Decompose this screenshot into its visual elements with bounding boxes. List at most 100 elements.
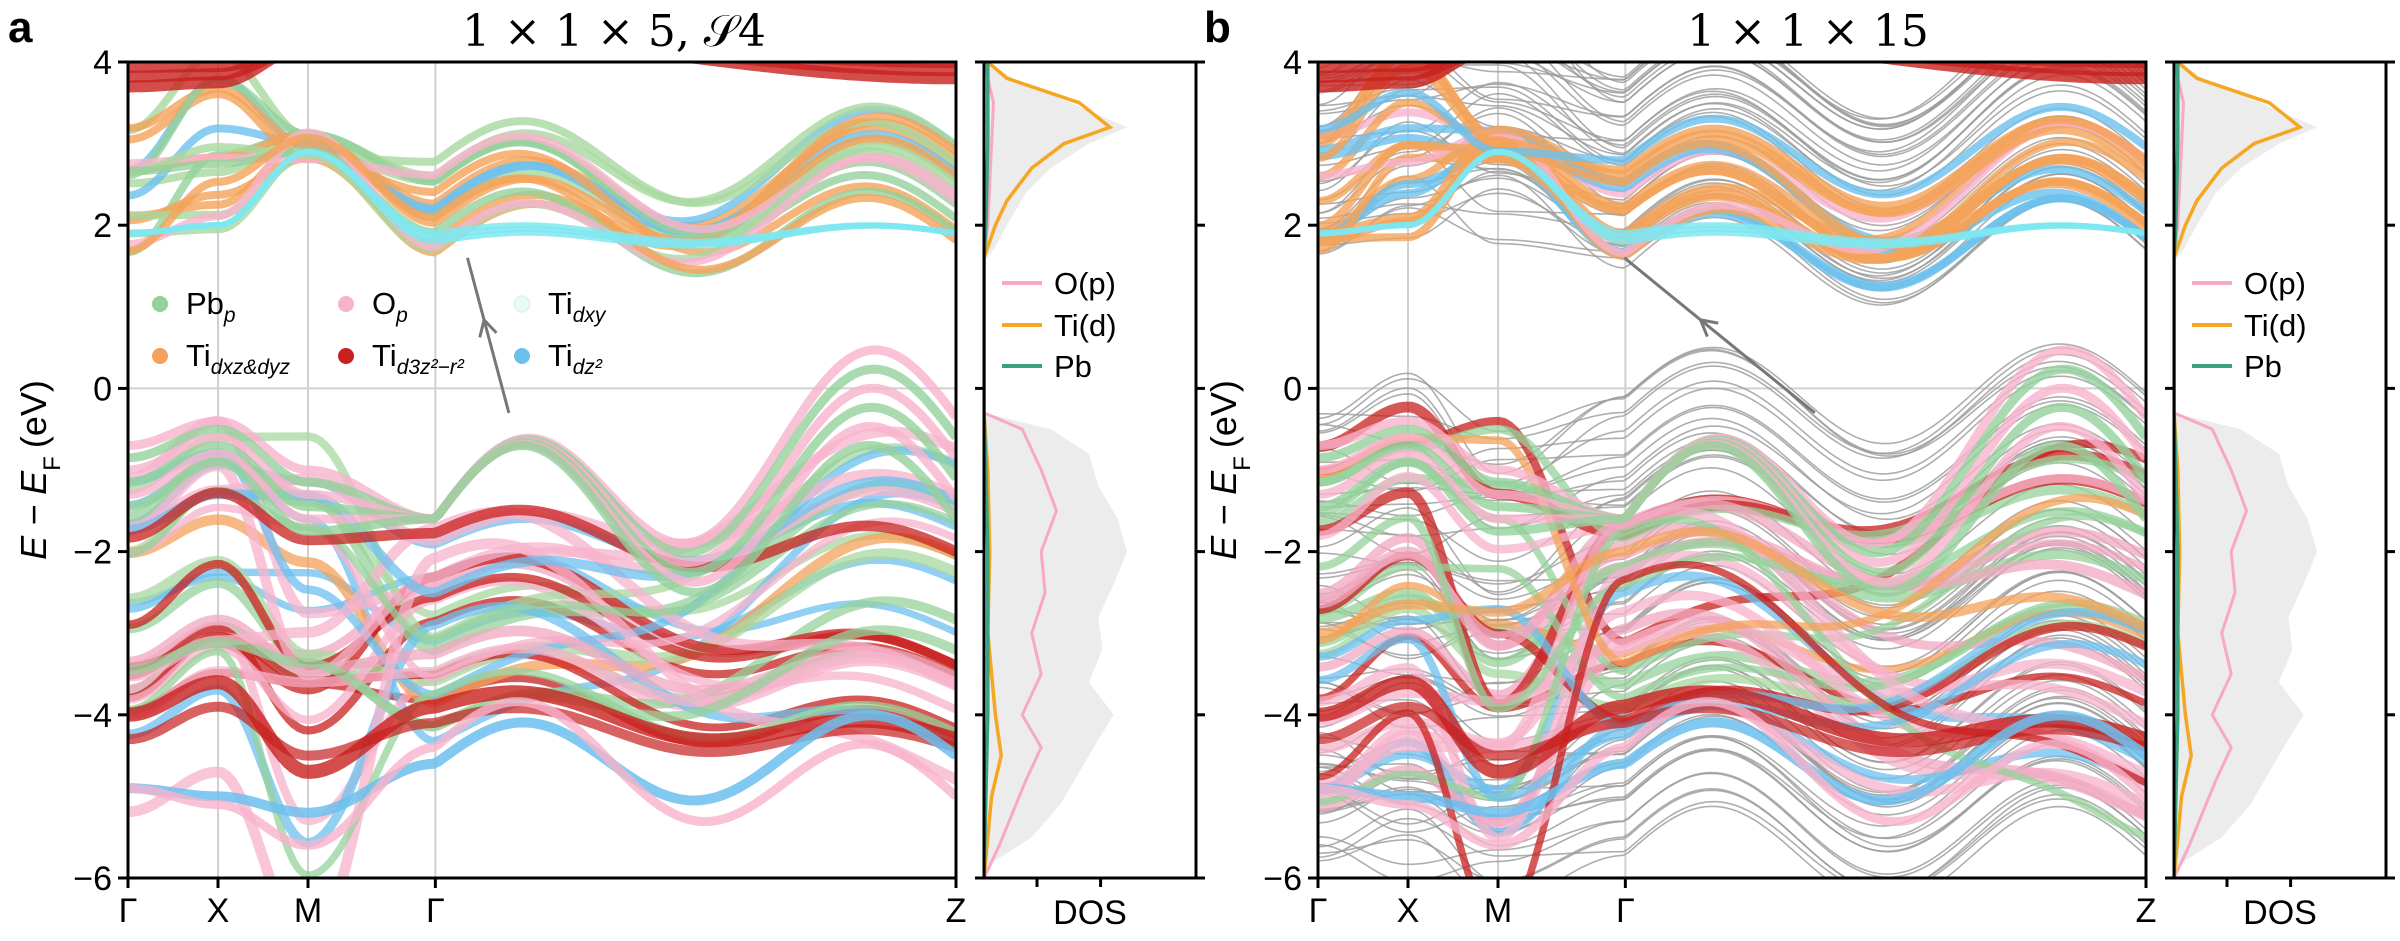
legend-swatch-ti-d3z xyxy=(338,348,354,364)
svg-text:E − EF(eV): E − EF (eV) xyxy=(1203,380,1256,560)
panel-letter-b: b xyxy=(1204,3,1231,52)
conduction-band xyxy=(128,124,956,236)
grey-band xyxy=(1318,62,2146,153)
grey-band xyxy=(1318,349,2146,455)
ylabel-b-unit: (eV) xyxy=(1203,380,1244,448)
conduction-band xyxy=(128,128,956,267)
valence-band xyxy=(1318,498,2146,652)
ytick-label: −6 xyxy=(73,860,112,898)
ytick-label: 0 xyxy=(1283,370,1302,408)
legend-label-ti-d3z: Ti xyxy=(372,338,397,373)
panel-letter-a: a xyxy=(8,3,33,52)
legend-sub-ti-dxz: dxz&dyz xyxy=(211,356,291,379)
band-plot-b: 420−2−4−6Γ X M Γ Z xyxy=(1263,44,2157,930)
dos-pb-line xyxy=(984,62,990,878)
dos-pb-line xyxy=(2174,62,2180,878)
ytick-label: 2 xyxy=(1283,207,1302,245)
ytick-label: 0 xyxy=(93,370,112,408)
dos-legend-label-tid-a: Ti(d) xyxy=(1054,308,1117,343)
valence-band xyxy=(1318,433,2146,668)
svg-text:Tidxy: Tidxy xyxy=(548,286,607,327)
gap-arrow-head xyxy=(478,316,498,338)
dos-op-line xyxy=(2174,62,2249,878)
ytick-label: 2 xyxy=(93,207,112,245)
ylabel-a-main: E − E xyxy=(13,470,54,560)
dos-legend-label-pb-a: Pb xyxy=(1054,349,1092,384)
grey-band xyxy=(1318,771,2146,875)
dos-frame xyxy=(982,60,1198,880)
ylabel-b-main: E − E xyxy=(1203,470,1244,560)
dos-legend-b: O(p) Ti(d) Pb xyxy=(2192,266,2307,384)
ti-dxy-band xyxy=(128,148,956,245)
conduction-band xyxy=(128,90,956,257)
dos-tid-line xyxy=(2174,62,2304,878)
kpoint-label: Γ xyxy=(119,892,138,930)
grey-band xyxy=(1318,772,2146,878)
legend-label-ti-dxz: Ti xyxy=(186,338,211,373)
valence-band xyxy=(128,460,956,681)
dos-xlabel-b: DOS xyxy=(2243,894,2317,932)
svg-text:E − EF(eV): E − EF (eV) xyxy=(13,380,66,560)
dos-curves xyxy=(2174,62,2318,878)
valence-band xyxy=(128,631,956,732)
band-lines xyxy=(128,62,956,878)
valence-band xyxy=(128,487,956,573)
valence-band xyxy=(128,614,956,696)
dos-frame xyxy=(2172,60,2388,880)
gap-arrow-line xyxy=(1623,256,1816,415)
legend-label-o: O xyxy=(372,286,396,321)
conduction-band xyxy=(128,62,956,206)
band-lines xyxy=(1318,62,2146,878)
dos-total-fill xyxy=(984,62,1128,878)
legend-label-ti-dxy: Ti xyxy=(548,286,573,321)
svg-text:Op: Op xyxy=(372,286,408,327)
legend-label-pb: Pb xyxy=(186,286,224,321)
dos-xlabel-a: DOS xyxy=(1053,894,1127,932)
o-p-band xyxy=(1318,697,2146,850)
legend-sub-pb: p xyxy=(223,304,236,327)
kpoint-label: Γ xyxy=(1309,892,1328,930)
kpoint-label: Z xyxy=(946,892,967,930)
conduction-band xyxy=(1318,88,2146,199)
svg-text:Tid3z²−r²: Tid3z²−r² xyxy=(372,338,465,379)
legend-swatch-ti-dz2 xyxy=(514,348,530,364)
svg-text:Pbp: Pbp xyxy=(186,286,236,327)
conduction-band xyxy=(1318,141,2146,264)
plot-frame xyxy=(1316,60,2148,880)
kpoint-label: Γ xyxy=(426,892,445,930)
o-p-band xyxy=(128,697,956,850)
plot-frame xyxy=(126,60,958,880)
ti-dz2-band xyxy=(1318,710,2146,818)
legend-sub-ti-d3z: d3z²−r² xyxy=(397,356,465,379)
valence-band xyxy=(128,643,956,720)
dos-plot-b xyxy=(2165,60,2395,887)
svg-text:Tidxz&dyz: Tidxz&dyz xyxy=(186,338,291,379)
panel-b-ylabel: E − EF (eV) xyxy=(1203,380,1256,560)
conduction-band xyxy=(128,133,956,274)
dos-legend-label-op-a: O(p) xyxy=(1054,266,1116,301)
dos-legend-label-pb-b: Pb xyxy=(2244,349,2282,384)
conduction-band xyxy=(1318,63,2146,210)
legend-swatch-ti-dxz xyxy=(152,348,168,364)
legend-sub-ti-dz2: dz² xyxy=(573,356,603,379)
conduction-band xyxy=(1318,139,2146,251)
kpoint-label: X xyxy=(207,892,230,930)
gap-arrow-line xyxy=(466,257,511,414)
valence-band xyxy=(1318,526,2146,638)
panel-a-title: 1 × 1 × 5, 𝒮4 xyxy=(462,6,766,57)
dos-legend-label-tid-b: Ti(d) xyxy=(2244,308,2307,343)
panel-b-title: 1 × 1 × 15 xyxy=(1687,6,1929,57)
legend-sub-o: p xyxy=(395,304,408,327)
valence-top-band xyxy=(1318,440,2146,597)
kpoint-label: Z xyxy=(2136,892,2157,930)
dos-op-line xyxy=(984,62,1059,878)
kpoint-label: M xyxy=(1484,892,1512,930)
svg-text:Tidz²: Tidz² xyxy=(548,338,603,379)
valence-band xyxy=(1318,563,2146,702)
grey-band xyxy=(1318,787,2146,878)
ytick-label: 4 xyxy=(1283,44,1302,82)
dos-legend-label-op-b: O(p) xyxy=(2244,266,2306,301)
ti-d3z-top-band xyxy=(1318,62,2146,83)
gap-arrow-head xyxy=(1698,317,1719,338)
conduction-band xyxy=(1318,125,2146,237)
